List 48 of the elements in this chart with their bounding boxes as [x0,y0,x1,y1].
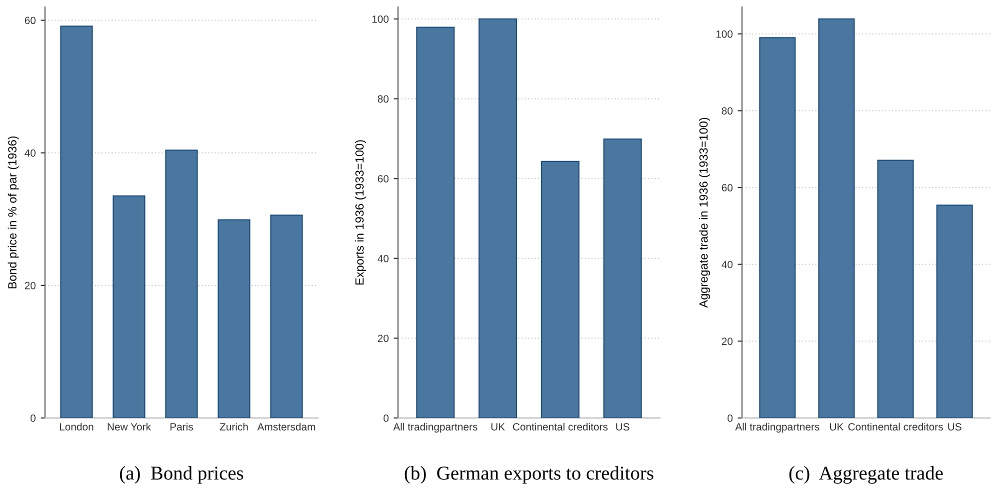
y-tick-label: 80 [378,95,389,103]
y-tick-label: 20 [24,282,36,290]
y-tick-label: 40 [378,254,389,262]
x-tick-label: UK [491,423,505,431]
y-tick-label: 0 [728,414,733,422]
bar [416,26,455,418]
x-tick-label: Amstersdam [257,422,316,431]
y-axis-title: Exports in 1936 (1933=100) [355,140,366,285]
bar [818,18,855,418]
y-tick-label: 0 [30,414,36,422]
y-tick-label: 100 [372,15,389,23]
bar [759,37,796,418]
x-tick-label: Continental creditors [512,422,608,431]
x-tick-label: US [948,423,962,431]
y-tick-label: 20 [722,338,733,346]
text: (b) German exports to creditors [404,466,654,484]
y-tick-label: 40 [24,149,36,157]
y-axis-title: Aggregate trade in 1936 (1933=100) [699,118,710,308]
y-tick-label: 80 [722,107,733,115]
y-tick-label: 20 [378,334,389,342]
x-tick-label: London [60,422,94,431]
x-tick-label: All tradingpartners [735,422,820,433]
y-axis-title: Bond price in % of par (1936) [8,136,19,288]
x-tick-label: Continental creditors [848,422,943,431]
bar [270,214,303,418]
x-tick-label: All tradingpartners [393,422,478,433]
text: (c) Aggregate trade [789,466,943,484]
x-tick-label: US [616,423,630,431]
y-tick-label: 100 [716,30,733,38]
y-tick-label: 40 [722,260,733,268]
bar [936,204,973,418]
text: (a) Bond prices [120,466,244,484]
y-tick-label: 0 [384,414,389,422]
x-tick-label: UK [830,423,844,431]
x-tick-label: New York [108,422,152,431]
x-tick-label: Paris [170,422,193,431]
bar [60,26,93,418]
y-tick-label: 60 [378,175,389,182]
y-tick-label: 60 [24,16,36,24]
bar [478,18,518,418]
y-tick-label: 60 [722,184,733,192]
bar [877,160,914,418]
bar [112,195,146,418]
bar [218,219,250,418]
bar [603,138,642,418]
bar [540,160,580,418]
bar [165,150,198,418]
x-tick-label: Zurich [220,422,248,431]
